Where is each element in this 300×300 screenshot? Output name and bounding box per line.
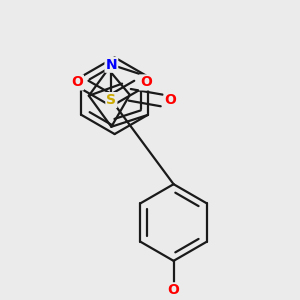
Text: S: S [106, 93, 116, 107]
Text: O: O [140, 75, 152, 89]
Text: O: O [165, 94, 176, 107]
Text: O: O [168, 283, 179, 297]
Text: N: N [106, 58, 117, 72]
Text: O: O [71, 75, 83, 89]
